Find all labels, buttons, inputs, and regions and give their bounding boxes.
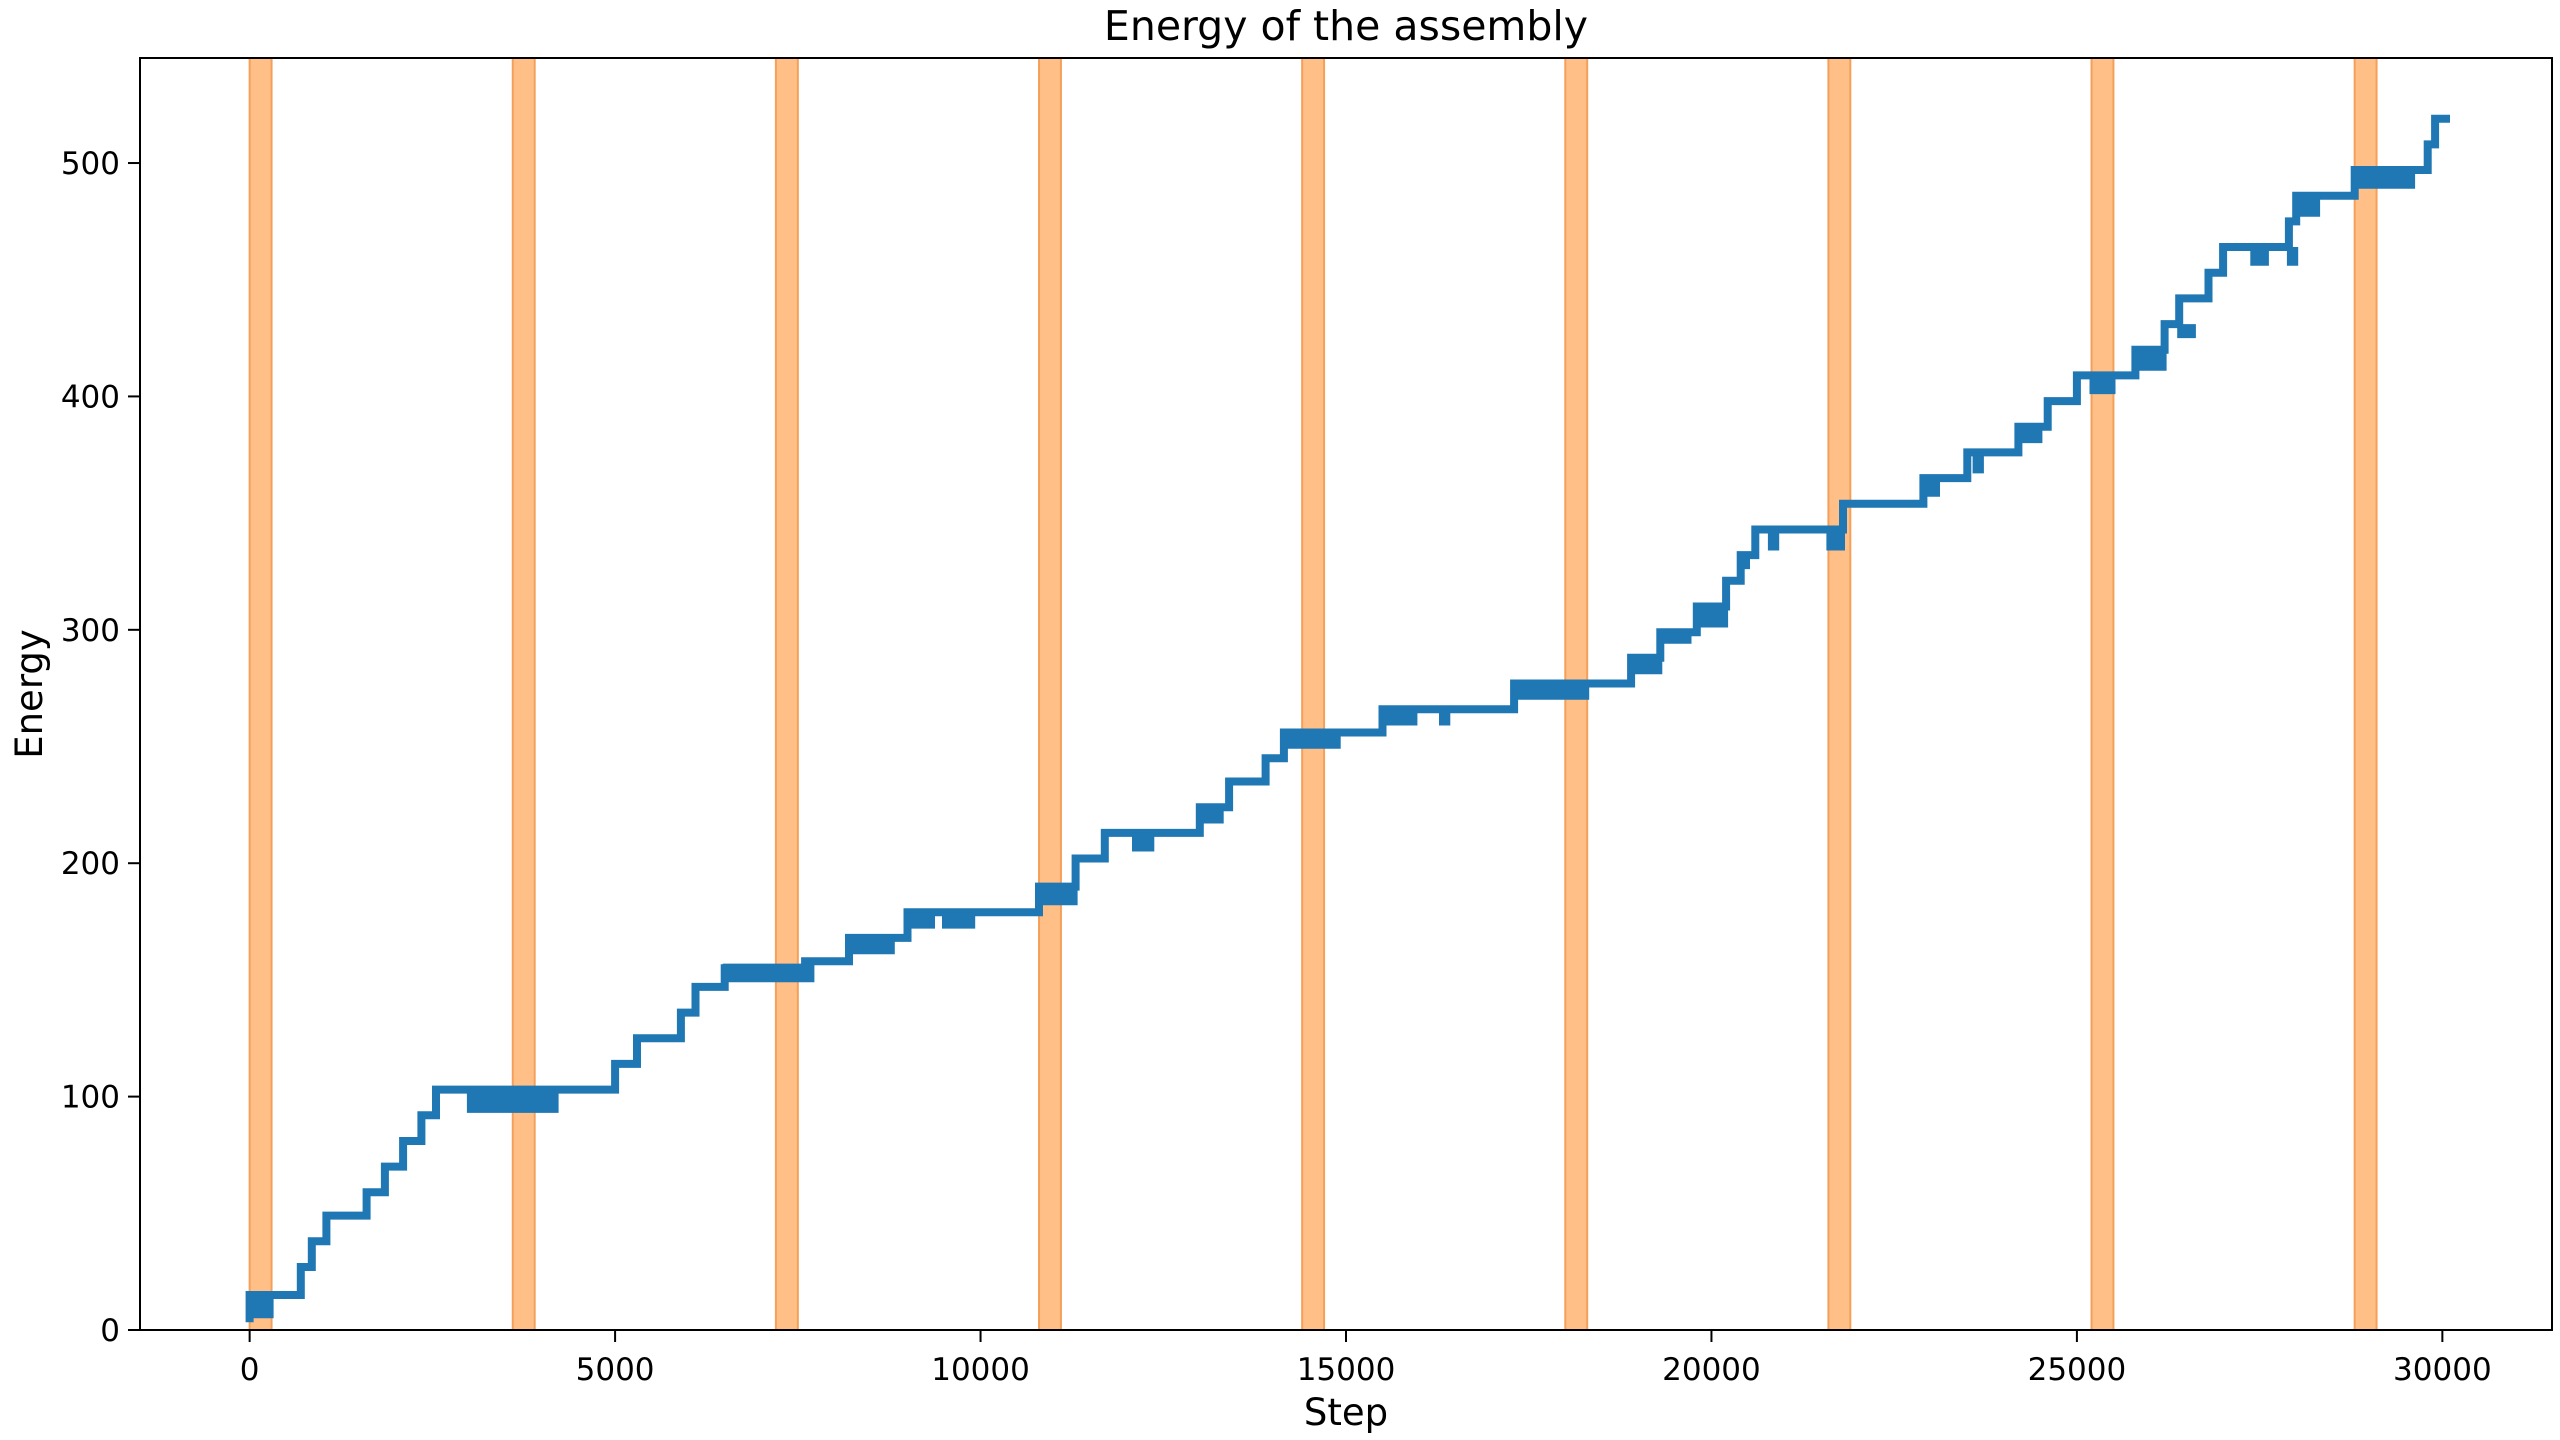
highlight-band bbox=[248, 57, 273, 1331]
highlight-band bbox=[774, 57, 799, 1331]
series-fluctuation bbox=[2089, 375, 2116, 395]
series-fluctuation bbox=[247, 1295, 274, 1319]
series-fluctuation bbox=[466, 1089, 512, 1113]
energy-series bbox=[245, 114, 2450, 1323]
y-tick-label: 300 bbox=[61, 613, 120, 649]
highlight-band bbox=[2353, 57, 2378, 1331]
series-fluctuation bbox=[2352, 170, 2416, 189]
series-fluctuation bbox=[1439, 709, 1451, 726]
highlight-band bbox=[1301, 57, 1326, 1331]
x-tick-label: 15000 bbox=[1297, 1352, 1396, 1388]
series-line bbox=[245, 114, 2450, 1323]
y-tick-label: 200 bbox=[61, 846, 120, 882]
highlight-band bbox=[2090, 57, 2115, 1331]
series-fluctuation bbox=[1767, 529, 1780, 551]
series-fluctuation bbox=[1197, 807, 1224, 824]
x-tick-label: 0 bbox=[240, 1352, 260, 1388]
y-tick-label: 100 bbox=[61, 1080, 120, 1116]
series-fluctuation bbox=[1037, 886, 1078, 906]
highlight-band bbox=[511, 57, 536, 1331]
series-fluctuation bbox=[1629, 657, 1663, 675]
series-fluctuation bbox=[1972, 452, 1984, 474]
x-tick-label: 25000 bbox=[2028, 1352, 2127, 1388]
chart-title: Energy of the assembly bbox=[1104, 2, 1588, 50]
series-fluctuation bbox=[722, 963, 815, 983]
x-tick-label: 20000 bbox=[1662, 1352, 1761, 1388]
highlight-bands bbox=[248, 57, 2378, 1331]
highlight-band bbox=[1038, 57, 1062, 1331]
series-fluctuation bbox=[847, 937, 895, 955]
series-fluctuation bbox=[1826, 529, 1845, 551]
series-fluctuation bbox=[1281, 732, 1341, 749]
series-fluctuation bbox=[2133, 349, 2167, 371]
plot-frame bbox=[139, 57, 2553, 1331]
y-axis-label: Energy bbox=[8, 629, 51, 759]
x-tick-label: 30000 bbox=[2393, 1352, 2492, 1388]
series-fluctuation bbox=[1380, 709, 1418, 726]
series-fluctuation bbox=[2294, 195, 2321, 217]
series-fluctuation bbox=[905, 912, 935, 929]
series-fluctuation bbox=[2250, 247, 2269, 266]
x-axis-label: Step bbox=[1304, 1391, 1388, 1434]
y-axis: 0 100 200 300 400 500 bbox=[61, 146, 140, 1349]
series-fluctuation bbox=[2177, 324, 2196, 339]
series-fluctuation bbox=[510, 1089, 559, 1113]
series-fluctuation bbox=[1738, 555, 1750, 570]
series-fluctuation bbox=[2016, 426, 2043, 444]
series-fluctuation bbox=[2286, 247, 2299, 266]
series-fluctuation bbox=[1132, 832, 1155, 852]
y-tick-label: 400 bbox=[61, 379, 120, 415]
x-tick-label: 5000 bbox=[576, 1352, 655, 1388]
series-fluctuation bbox=[942, 912, 976, 929]
x-axis: 0 5000 10000 15000 20000 25000 30000 bbox=[240, 1330, 2492, 1388]
series-fluctuation bbox=[1694, 606, 1729, 628]
series-fluctuation bbox=[1658, 632, 1692, 644]
x-tick-label: 10000 bbox=[931, 1352, 1030, 1388]
highlight-band bbox=[1827, 57, 1852, 1331]
y-tick-label: 500 bbox=[61, 146, 120, 182]
series-fluctuation bbox=[1512, 683, 1590, 700]
y-tick-label: 0 bbox=[100, 1313, 120, 1349]
series-fluctuation bbox=[1921, 478, 1940, 497]
